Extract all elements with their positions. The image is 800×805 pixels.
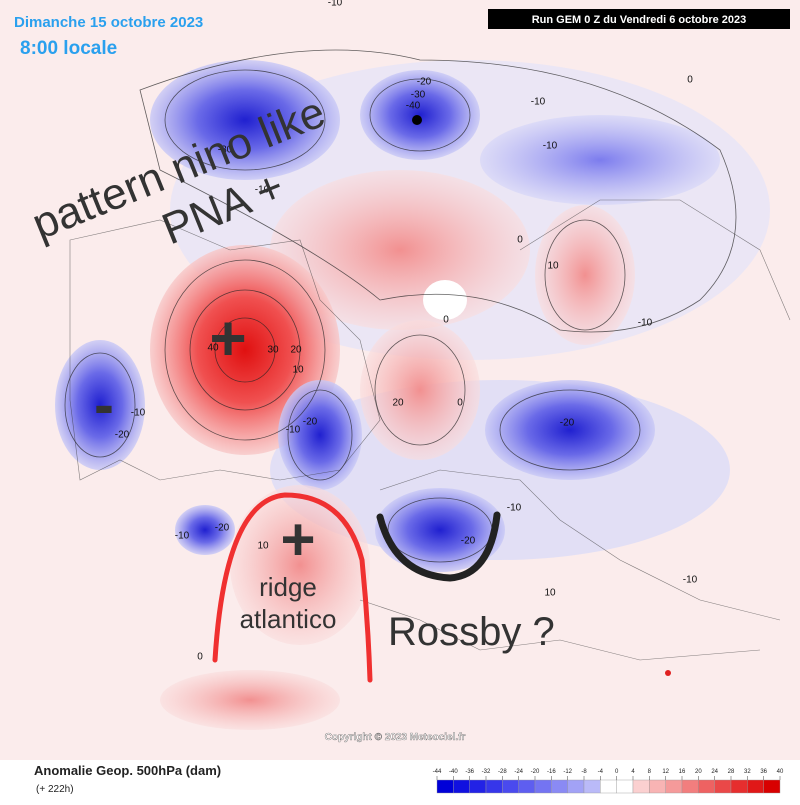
- colorbar-label: -4: [598, 769, 604, 775]
- colorbar-label: 36: [760, 769, 767, 775]
- contour-label: -10: [507, 503, 522, 514]
- colorbar-swatch: [600, 779, 617, 794]
- colorbar-swatch: [665, 779, 683, 794]
- colorbar-swatch: [453, 779, 470, 794]
- colorbar-label: 16: [679, 769, 686, 775]
- contour-label: 20: [290, 345, 302, 356]
- forecast-date: Dimanche 15 octobre 2023: [14, 14, 203, 31]
- colorbar-swatch: [469, 779, 487, 794]
- colorbar-label: 32: [744, 769, 751, 775]
- run-label: Run GEM 0 Z du Vendredi 6 octobre 2023: [532, 14, 747, 26]
- forecast-time: 8:00 locale: [20, 38, 117, 59]
- footer-lead: (+ 222h): [36, 784, 74, 795]
- colorbar-label: -28: [498, 769, 507, 775]
- colorbar-label: -20: [531, 769, 540, 775]
- colorbar-label: 8: [648, 769, 652, 775]
- annotation-text: +: [280, 506, 315, 573]
- contour-label: 0: [443, 315, 449, 326]
- colorbar-swatch: [534, 779, 552, 794]
- contour-label: -20: [560, 418, 575, 429]
- colorbar-swatch: [649, 779, 666, 794]
- anomaly-field: [55, 49, 791, 730]
- colorbar-label: 20: [695, 769, 702, 775]
- colorbar-label: 28: [728, 769, 735, 775]
- contour-label: -10: [543, 141, 558, 152]
- contour-label: -20: [303, 417, 318, 428]
- contour-label: 0: [687, 75, 693, 86]
- contour-label: -20: [115, 430, 130, 441]
- contour-label: -10: [638, 318, 653, 329]
- colorbar-swatch: [730, 779, 748, 794]
- footer-title: Anomalie Geop. 500hPa (dam): [34, 763, 221, 778]
- colorbar-label: -32: [482, 769, 491, 775]
- annotation-text: Rossby ?: [388, 610, 555, 654]
- annotation-marks: [212, 492, 501, 683]
- colorbar-swatch: [714, 779, 732, 794]
- colorbar-label: -44: [433, 769, 442, 775]
- annotation-text: ridge atlantico: [240, 572, 337, 634]
- contour-label: 20: [392, 398, 404, 409]
- contour-label: 0: [197, 652, 203, 663]
- contour-label: 10: [292, 365, 304, 376]
- colorbar-label: 12: [662, 769, 669, 775]
- colorbar-label: 24: [711, 769, 718, 775]
- colorbar-swatch: [502, 779, 519, 794]
- contour-label: -10: [531, 97, 546, 108]
- colorbar-label: -16: [547, 769, 556, 775]
- contour-label: -40: [406, 101, 421, 112]
- run-banner: [488, 9, 790, 29]
- contour-label: -30: [411, 90, 426, 101]
- colorbar-label: 40: [777, 769, 784, 775]
- colorbar-swatch: [763, 779, 781, 794]
- contour-label: -10: [286, 425, 301, 436]
- contour-label: 10: [544, 588, 556, 599]
- colorbar-swatch: [681, 779, 699, 794]
- colorbar-swatch: [567, 779, 585, 794]
- contour-label: -30: [218, 145, 233, 156]
- contour-label: -10: [683, 575, 698, 586]
- colorbar-label: -8: [581, 769, 587, 775]
- colorbar-swatch: [485, 779, 503, 794]
- contour-label: -10: [175, 531, 190, 542]
- colorbar: -44 -40 -36 -32 -28 -24 -20 -16 -12 -8 -4 0 4 8 12 16 20…: [433, 769, 784, 794]
- colorbar-swatch: [583, 779, 601, 794]
- colorbar-label: -24: [514, 769, 523, 775]
- contour-label: -10: [255, 185, 270, 196]
- colorbar-swatch: [632, 779, 650, 794]
- colorbar-label: 4: [631, 769, 635, 775]
- colorbar-swatch: [616, 779, 634, 794]
- contour-label: 40: [207, 343, 219, 354]
- colorbar-label: -12: [563, 769, 572, 775]
- colorbar-swatch: [436, 779, 454, 794]
- contour-label: 0: [457, 398, 463, 409]
- colorbar-swatch: [747, 779, 764, 794]
- contour-label: -20: [215, 523, 230, 534]
- colorbar-swatch: [518, 779, 536, 794]
- contour-label: -20: [417, 77, 432, 88]
- contour-label: -10: [131, 408, 146, 419]
- colorbar-label: -40: [449, 769, 458, 775]
- contour-label: 0: [517, 235, 523, 246]
- colorbar-swatch: [698, 779, 715, 794]
- contour-label: 30: [267, 345, 279, 356]
- colorbar-swatch: [551, 779, 568, 794]
- contour-label: -20: [461, 536, 476, 547]
- contour-label: 10: [547, 261, 559, 272]
- contour-label: -10: [328, 0, 343, 9]
- colorbar-label: 0: [615, 769, 619, 775]
- colorbar-label: -36: [465, 769, 474, 775]
- annotation-text: +: [209, 302, 246, 374]
- annotation-text: -: [94, 371, 114, 438]
- copyright: Copyright © 2023 Meteociel.fr: [325, 732, 466, 743]
- contour-label: 10: [257, 541, 269, 552]
